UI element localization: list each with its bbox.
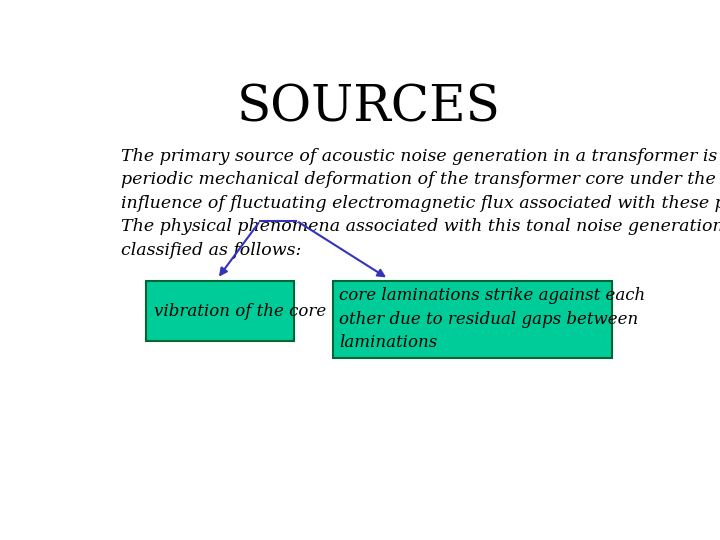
FancyBboxPatch shape [145,281,294,341]
Text: SOURCES: SOURCES [237,84,501,133]
FancyBboxPatch shape [333,281,612,358]
Text: The primary source of acoustic noise generation in a transformer is the
periodic: The primary source of acoustic noise gen… [121,148,720,259]
Text: core laminations strike against each
other due to residual gaps between
laminati: core laminations strike against each oth… [339,287,646,352]
Text: vibration of the core: vibration of the core [154,302,326,320]
